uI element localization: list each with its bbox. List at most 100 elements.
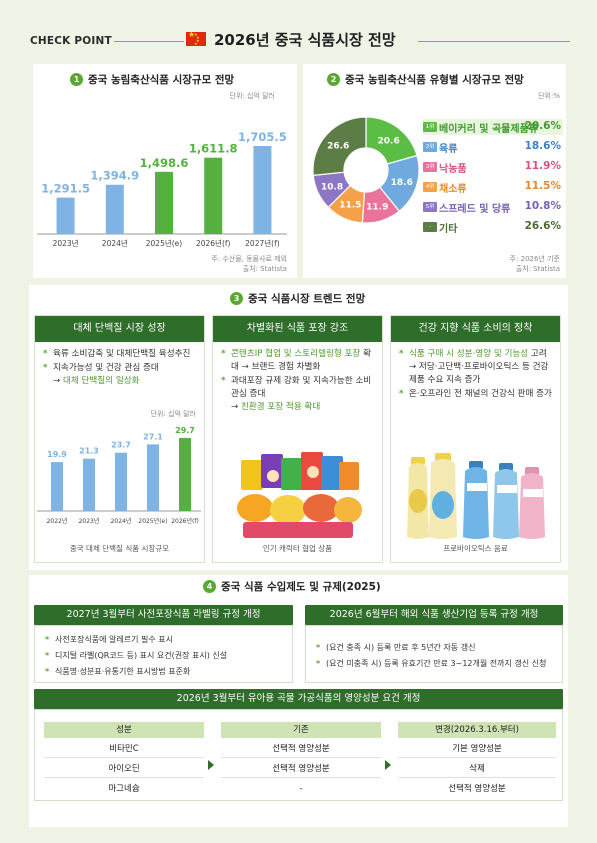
legend-label: 채소류 — [439, 184, 467, 195]
section1-source: 출처: Statista — [242, 265, 287, 273]
bar-value-label: 1,498.6 — [140, 156, 189, 170]
card-body: 육류 소비감축 및 대체단백질 육성추진 지속가능성 및 건강 관심 증대 → … — [35, 342, 204, 388]
bar — [179, 438, 191, 511]
bullet-item: (요건 충족 시) 등록 만료 후 5년간 자동 갱신 — [316, 640, 552, 655]
trend-card-packaging: 차별화된 식품 포장 강조 콘텐츠IP 협업 및 스토리텔링형 포장 확대 → … — [212, 315, 383, 563]
bullet-item: 식품명·성분표·유통기한 표시방법 표준화 — [45, 664, 282, 679]
category-label: 2022년 — [47, 517, 68, 525]
legend-label: 스프레드 및 당류 — [439, 204, 511, 215]
section2-note: 주: 2026년 기준 — [509, 255, 560, 263]
bar — [105, 184, 124, 234]
labeling-rule-heading: 2027년 3월부터 사전포장식품 라벨링 규정 개정 — [34, 605, 293, 625]
bar — [155, 171, 173, 234]
table-cell: 삭제 — [398, 760, 556, 778]
legend-value: 11.5% — [524, 180, 561, 192]
category-label: 2025년(e) — [146, 238, 183, 248]
section2-source: 출처: Statista — [515, 265, 560, 273]
bar-value-label: 1,705.5 — [238, 130, 287, 144]
trend-card-health: 건강 지향 식품 소비의 정착 식품 구매 시 성분·영양 및 기능성 고려 →… — [390, 315, 561, 563]
section3-title: 3 중국 식품시장 트렌드 전망 — [230, 291, 365, 306]
category-label: 2024년 — [102, 238, 128, 248]
bar — [83, 458, 95, 511]
table-header-before: 기존 — [221, 722, 381, 738]
checkpoint-label: CHECK POINT — [30, 35, 112, 47]
rank-badge: 1위 — [423, 122, 437, 132]
section4-title: 4 중국 식품 수입제도 및 규제(2025) — [203, 579, 381, 594]
legend-item: 4위 채소류 11.5% — [423, 179, 563, 195]
character-snack-products-image — [233, 446, 363, 541]
section1-notes: 주: 수산물, 동물사료 제외 출처: Statista — [211, 254, 287, 274]
table-cell: 아이오딘 — [44, 760, 204, 778]
card-body: 식품 구매 시 성분·영양 및 기능성 고려 → 저당·고단백·프로바이오틱스 … — [391, 342, 560, 401]
legend-label: 기타 — [439, 224, 458, 235]
bar — [56, 197, 75, 234]
table-cell: 기본 영양성분 — [398, 740, 556, 758]
bullet-item: 사전포장식품에 알레르기 필수 표시 — [45, 632, 282, 647]
bullet-item: 온·오프라인 전 채널의 건강식 판매 증가 — [399, 388, 552, 401]
bullet-item: 콘텐츠IP 협업 및 스토리텔링형 포장 확대 → 브랜드 경험 차별화 — [221, 348, 374, 374]
card-caption: 중국 대체 단백질 식품 시장규모 — [69, 544, 170, 553]
bar — [147, 444, 159, 511]
rank-badge: 4위 — [423, 182, 437, 192]
section-number-badge: 3 — [230, 292, 243, 305]
rank-badge: 2위 — [423, 142, 437, 152]
bar-value-label: 29.7 — [175, 426, 195, 435]
table-cell: 마그네슘 — [108, 784, 140, 794]
rank-badge: 5위 — [423, 202, 437, 212]
header-divider-left — [114, 41, 184, 42]
bullet-item: 육류 소비감축 및 대체단백질 육성추진 — [43, 348, 196, 361]
legend-label: 베이커리 및 곡물제품류 — [439, 124, 538, 135]
bar-value-label: 1,611.8 — [189, 142, 238, 156]
probiotic-drink-bottles-image — [407, 453, 545, 539]
category-label: 2026년(f) — [196, 238, 231, 248]
header-divider-right — [418, 41, 570, 42]
category-label: 2025년(e) — [138, 517, 167, 525]
section3-title-text: 중국 식품시장 트렌드 전망 — [248, 293, 366, 305]
section2-notes: 주: 2026년 기준 출처: Statista — [510, 254, 560, 274]
legend-value: 18.6% — [524, 140, 561, 152]
market-type-donut-chart: 20.6 18.6 11.9 11.5 10.8 26.6 — [312, 116, 420, 224]
bar-value-label: 19.9 — [47, 450, 67, 459]
bar-value-label: 1,394.9 — [90, 169, 139, 183]
bar-value-label: 1,291.5 — [41, 182, 90, 196]
labeling-rule-body: 사전포장식품에 알레르기 필수 표시 디지털 라벨(QR코드 등) 표시 요건(… — [34, 625, 293, 683]
section4-title-text: 중국 식품 수입제도 및 규제(2025) — [221, 581, 381, 593]
table-cell: 선택적 영양성분 — [221, 760, 381, 778]
arrow-right-icon — [385, 760, 391, 770]
rank-badge: 3위 — [423, 162, 437, 172]
market-type-panel: 2 중국 농림축산식품 유형별 시장규모 전망 단위:% 20.6 18.6 11.9… — [303, 64, 566, 278]
table-header-ingredient: 성분 — [44, 722, 204, 738]
bullet-item: (요건 미충족 시) 등록 유효기간 만료 3~12개월 전까지 갱신 신청 — [316, 656, 552, 671]
nutrition-rule-heading: 2026년 3월부터 유아용 곡물 가공식품의 영양성분 요건 개정 — [34, 689, 563, 709]
alt-protein-bar-chart: 19.9 2022년 21.3 2023년 23.7 2024년 27.1 2025년(e) 2… — [37, 426, 201, 525]
slice-value-label: 26.6 — [327, 141, 349, 151]
regulation-panel: 4 중국 식품 수입제도 및 규제(2025) 2027년 3월부터 사전포장식품… — [29, 575, 568, 827]
market-size-bar-chart: 1,291.5 2023년 1,394.9 2024년 1,498.6 2025년(e) 1… — [37, 130, 287, 248]
bullet-item: 디지털 라벨(QR코드 등) 표시 요건(권장 표시) 신설 — [45, 648, 282, 663]
page-title: 2026년 중국 식품시장 전망 — [214, 31, 396, 49]
slice-value-label: 11.9 — [366, 202, 388, 212]
legend-value: 26.6% — [524, 220, 561, 232]
section1-title-text: 중국 농림축산식품 시장규모 전망 — [88, 74, 235, 86]
legend-label: 낙농품 — [439, 164, 467, 175]
slice-value-label: 18.6 — [391, 178, 413, 188]
category-label: 2027년(f) — [245, 238, 280, 248]
table-cell: - — [299, 784, 303, 794]
legend-item: 2위 육류 18.6% — [423, 139, 563, 155]
legend-value: 11.9% — [524, 160, 561, 172]
trend-card-alt-protein: 대체 단백질 시장 성장 육류 소비감축 및 대체단백질 육성추진 지속가능성 … — [34, 315, 205, 563]
section2-title-text: 중국 농림축산식품 유형별 시장규모 전망 — [345, 74, 524, 86]
bar-value-label: 21.3 — [79, 447, 99, 456]
table-cell: 비타민C — [44, 740, 204, 758]
donut-slice — [312, 116, 367, 176]
slice-value-label: 20.6 — [378, 137, 400, 147]
category-label: 2023년 — [53, 238, 79, 248]
slice-value-label: 11.5 — [339, 201, 361, 211]
section1-note: 주: 수산물, 동물사료 제외 — [211, 255, 287, 263]
china-flag-icon: ★ ★ ★ ★ ★ — [186, 31, 206, 46]
bar — [253, 146, 272, 234]
card-heading: 차별화된 식품 포장 강조 — [213, 316, 382, 342]
bullet-item: 지속가능성 및 건강 관심 증대 → 대체 단백질의 일상화 — [43, 362, 196, 388]
bar — [115, 452, 127, 511]
